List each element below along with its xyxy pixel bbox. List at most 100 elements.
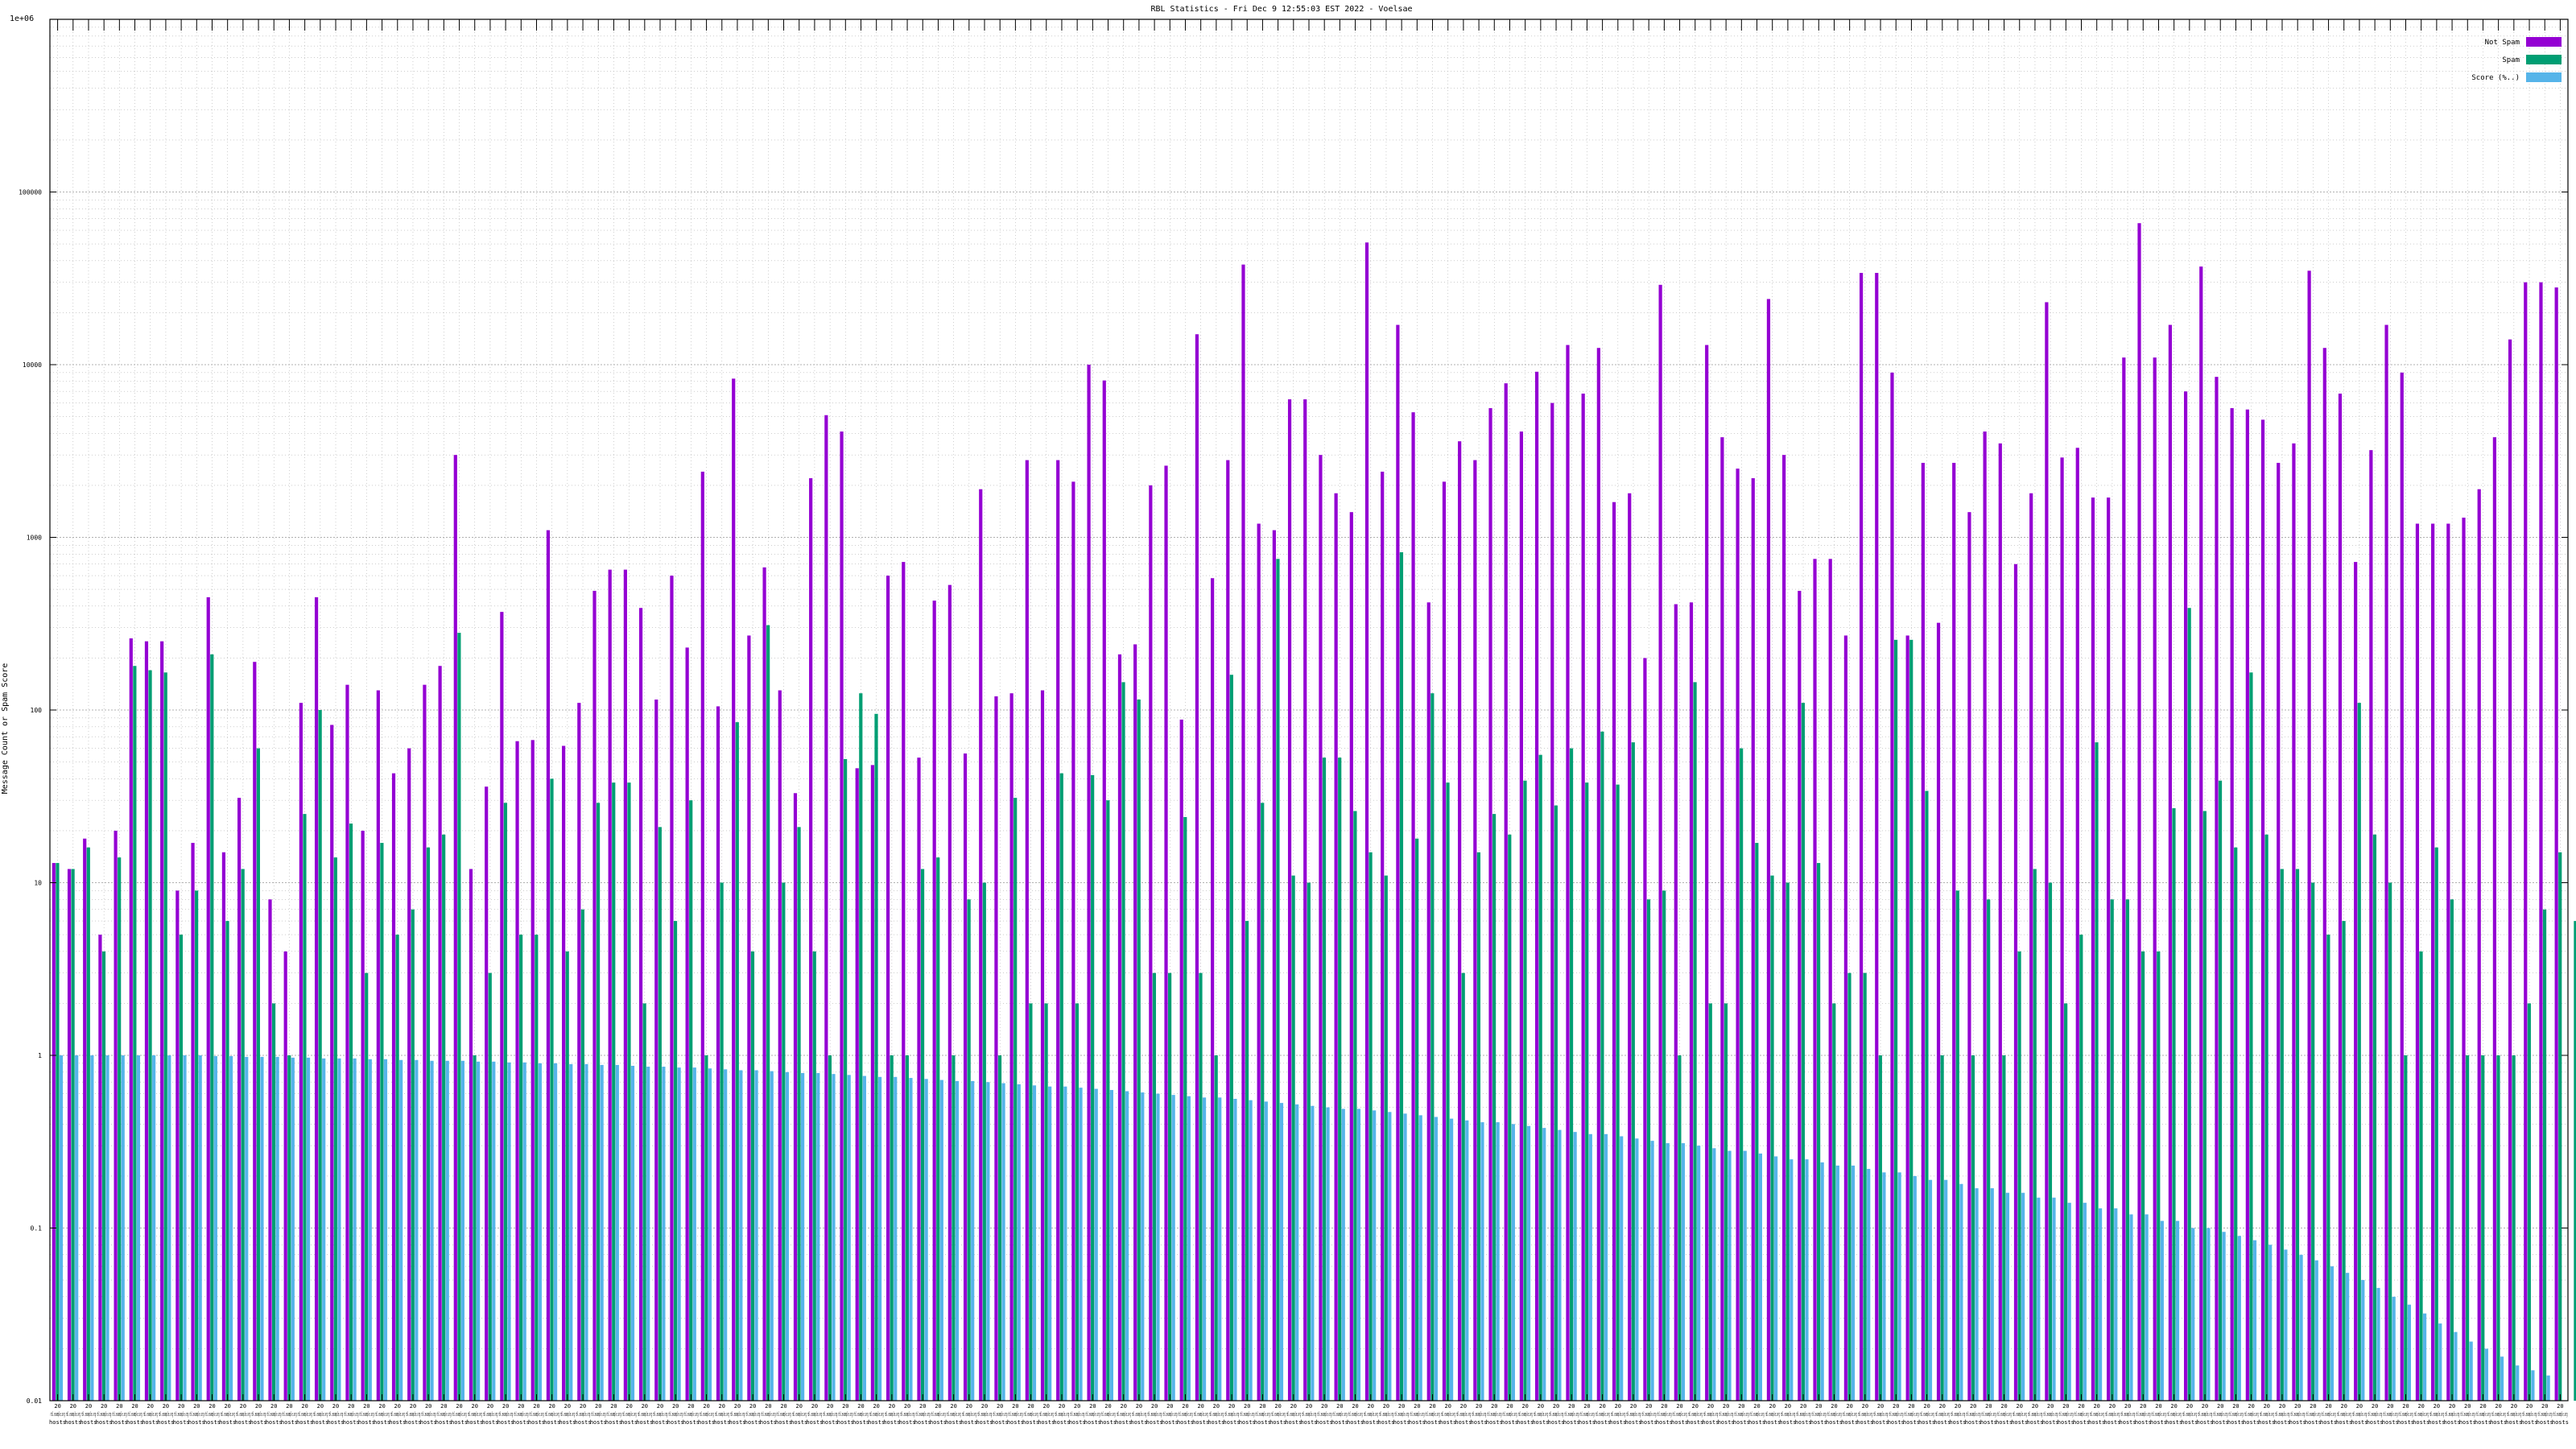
x-category-sublabel: hosts [528,1419,545,1426]
x-category-label: rbl.example.org [1549,1411,1563,1418]
not-spam-bar [2230,408,2234,1401]
score-bar [90,1055,94,1401]
score-bar [2098,1208,2103,1401]
x-category-label: rbl.example.org [947,1411,961,1418]
spam-bar [1940,1055,1944,1401]
x-category-sublabel: hosts [1624,1419,1641,1426]
x-category-sublabel: hosts [2196,1419,2213,1426]
x-category-sublabel: hosts [791,1419,807,1426]
not-spam-bar [1596,348,1600,1402]
score-bar [1001,1083,1005,1401]
x-category-sublabel: hosts [729,1419,745,1426]
x-category-sublabel: hosts [327,1419,344,1426]
spam-bar [535,935,539,1401]
x-tick-value: 20 [595,1403,601,1410]
x-category-sublabel: hosts [2243,1419,2260,1426]
not-spam-bar [1998,443,2002,1401]
spam-bar [1183,816,1187,1401]
x-category-sublabel: hosts [1609,1419,1626,1426]
x-tick-value: 20 [2294,1403,2301,1410]
x-category-label: rbl.example.org [2383,1411,2397,1418]
not-spam-bar [700,471,704,1402]
not-spam-bar [453,455,457,1402]
x-tick-value: 20 [317,1403,324,1410]
not-spam-bar [361,830,365,1401]
score-bar [1233,1099,1237,1401]
x-tick-value: 20 [1615,1403,1621,1410]
spam-bar [1476,852,1481,1401]
x-category-sublabel: hosts [1949,1419,1966,1426]
x-tick-value: 20 [1506,1403,1513,1410]
x-category-label: rbl.example.org [1518,1411,1533,1418]
x-category-sublabel: hosts [1285,1419,1302,1426]
spam-bar [442,834,446,1401]
not-spam-bar [2107,497,2111,1401]
score-bar [383,1059,388,1401]
x-category-label: rbl.example.org [668,1411,683,1418]
not-spam-bar [1936,622,1941,1401]
score-bar [2438,1323,2442,1401]
x-category-sublabel: hosts [1486,1419,1503,1426]
x-category-sublabel: hosts [605,1419,622,1426]
y-tick-label: 10000 [23,361,42,369]
not-spam-bar [2369,450,2373,1401]
not-spam-bar [1426,602,1430,1401]
x-category-label: rbl.example.org [1441,1411,1455,1418]
not-spam-bar [314,597,319,1401]
not-spam-bar [1195,334,1199,1402]
spam-bar [1399,551,1404,1401]
not-spam-bar [221,852,226,1401]
score-bar [785,1071,790,1401]
x-category-sublabel: hosts [1455,1419,1472,1426]
not-spam-bar [67,869,72,1401]
x-tick-value: 20 [2526,1403,2533,1410]
x-category-label: rbl.example.org [1023,1411,1038,1418]
spam-bar [2110,899,2114,1401]
not-spam-bar [2415,523,2420,1401]
x-category-sublabel: hosts [2537,1419,2553,1426]
x-tick-value: 20 [2434,1403,2440,1410]
x-tick-value: 20 [1120,1403,1126,1410]
score-bar [1758,1153,1762,1401]
x-category-label: rbl.example.org [683,1411,698,1418]
x-category-label: rbl.example.org [1996,1411,2011,1418]
x-category-sublabel: hosts [1053,1419,1070,1426]
x-tick-value: 20 [1429,1403,1435,1410]
x-tick-value: 20 [1213,1403,1220,1410]
x-tick-value: 20 [487,1403,493,1410]
score-bar [646,1067,650,1401]
spam-bar [195,890,199,1401]
not-spam-bar [1349,512,1353,1402]
x-tick-value: 20 [1166,1403,1173,1410]
legend-label: Not Spam [2485,39,2520,47]
spam-bar [1384,875,1388,1401]
x-category-label: rbl.example.org [807,1411,822,1418]
not-spam-bar [2477,489,2481,1402]
x-category-label: rbl.example.org [2475,1411,2490,1418]
spam-bar [2527,1003,2531,1401]
not-spam-bar [2338,393,2343,1402]
not-spam-bar [283,951,287,1401]
score-bar [754,1070,758,1401]
x-category-sublabel: hosts [1439,1419,1456,1426]
not-spam-bar [670,576,674,1401]
not-spam-bar [1102,380,1106,1401]
score-bar [1526,1125,1531,1401]
score-bar [955,1080,960,1401]
x-category-label: rbl.example.org [1472,1411,1486,1418]
not-spam-bar [1828,559,1832,1401]
x-category-label: rbl.example.org [2352,1411,2367,1418]
spam-bar [411,909,415,1401]
x-category-label: rbl.example.org [359,1411,374,1418]
score-bar [630,1065,635,1401]
score-bar [1063,1086,1067,1401]
not-spam-bar [129,638,133,1401]
score-bar [1295,1104,1299,1401]
score-bar [2531,1370,2535,1401]
not-spam-bar [2153,357,2157,1401]
spam-bar [1368,852,1373,1401]
score-bar [832,1074,836,1401]
x-tick-value: 20 [1785,1403,1791,1410]
x-category-label: rbl.example.org [1332,1411,1347,1418]
score-bar [2346,1273,2350,1401]
